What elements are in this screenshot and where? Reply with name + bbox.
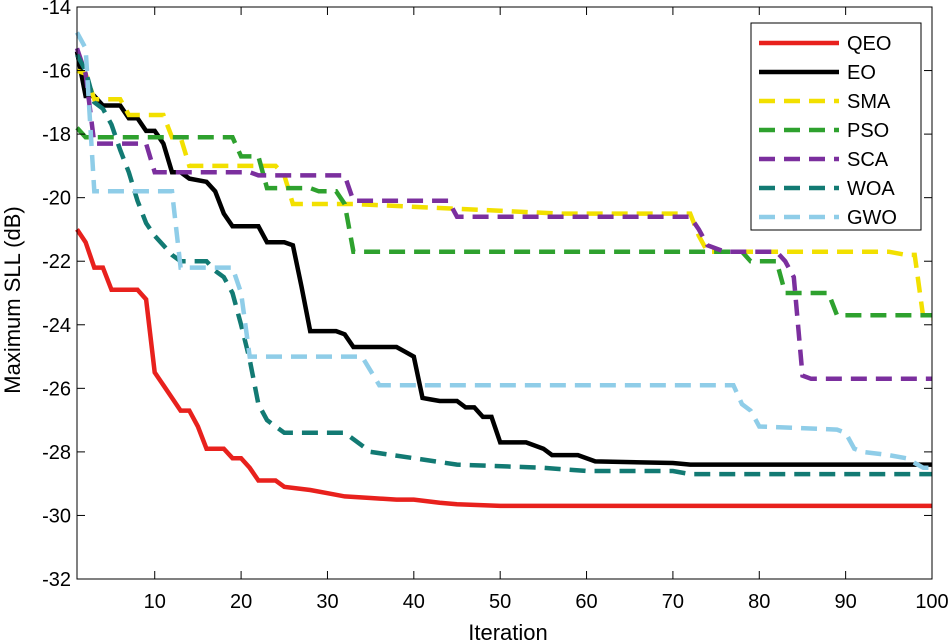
y-tick-label: -18 [42,124,71,146]
series-line-eo [74,51,932,467]
series-line-pso [75,126,932,318]
y-tick-label: -24 [42,315,71,337]
y-tick-label: -30 [42,505,71,527]
x-tick-label: 70 [662,591,684,613]
x-tick-label: 30 [316,591,338,613]
legend-label-woa: WOA [847,178,895,200]
x-tick-label: 80 [748,591,770,613]
x-axis-ticks: 10 20 30 40 50 60 70 80 90 100 [144,7,949,613]
x-axis-label: Iteration [468,620,548,643]
y-tick-label: -22 [42,251,71,273]
legend-label-gwo: GWO [847,207,897,229]
legend-label-pso: PSO [847,120,889,142]
y-tick-label: -20 [42,188,71,210]
y-tick-label: -16 [42,61,71,83]
x-tick-label: 100 [915,591,948,613]
series-line-qeo [75,228,932,509]
y-tick-label: -26 [42,378,71,400]
legend-label-qeo: QEO [847,33,891,55]
y-axis-label: Maximum SLL (dB) [0,206,25,393]
series-line-gwo [75,31,932,471]
y-axis-ticks: -32 -30 -28 -26 -24 -22 -20 -18 -16 -14 [42,0,932,591]
series-line-sma [76,68,932,321]
y-tick-label: -28 [42,442,71,464]
x-tick-label: 20 [230,591,252,613]
legend-box [750,22,922,231]
legend-label-sca: SCA [847,149,889,171]
series-line-woa [75,53,932,477]
x-tick-label: 90 [835,591,857,613]
x-tick-label: 60 [575,591,597,613]
x-tick-label: 10 [144,591,166,613]
y-tick-label: -14 [42,0,71,19]
x-tick-label: 50 [489,591,511,613]
x-tick-label: 40 [403,591,425,613]
y-tick-label: -32 [42,569,71,591]
legend-label-eo: EO [847,62,876,84]
series-line-sca [74,47,932,382]
legend-label-sma: SMA [847,91,891,113]
axes-frame [76,6,933,580]
legend: QEO EO SMA PSO SCA WOA GWO [750,22,922,231]
